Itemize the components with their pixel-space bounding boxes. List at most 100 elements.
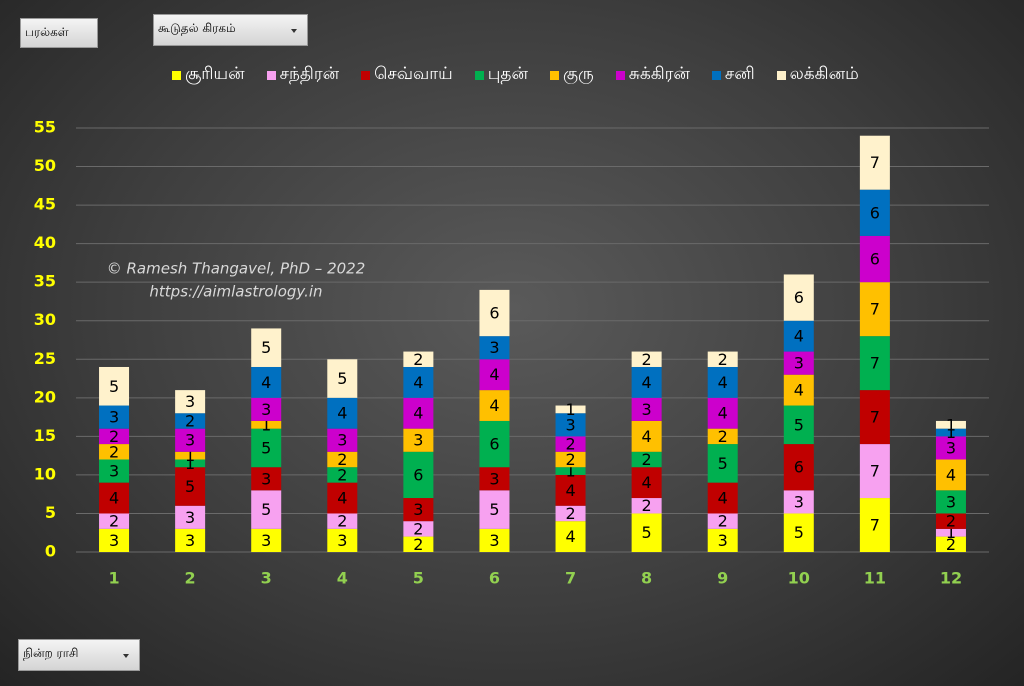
data-label: 2: [565, 435, 575, 454]
bar-segment: [631, 366, 662, 398]
data-label: 3: [185, 392, 195, 411]
legend-item: லக்கினம்: [776, 64, 859, 86]
data-label: 4: [718, 404, 728, 423]
y-tick-label: 10: [34, 464, 56, 483]
y-tick-label: 55: [34, 118, 56, 137]
bar-segment: [935, 513, 966, 529]
data-label: 3: [185, 531, 195, 550]
bar-segment: [859, 336, 890, 391]
legend-label: புதன்: [487, 64, 528, 84]
field-button[interactable]: கூடுதல் கிரகம்: [153, 14, 308, 46]
bar-segment: [479, 390, 510, 421]
field-button[interactable]: நின்ற ராசி: [18, 639, 140, 671]
dropdown-arrow: [291, 29, 297, 33]
data-label: 3: [718, 531, 728, 550]
data-label: 3: [489, 338, 499, 357]
data-label: 3: [794, 492, 804, 511]
x-tick-label: 11: [864, 569, 886, 588]
data-label: 2: [109, 442, 119, 461]
data-label: 5: [261, 338, 271, 357]
data-label: 4: [642, 373, 652, 392]
watermark: https://aimlastrology.in: [149, 283, 322, 301]
data-label: 7: [870, 408, 880, 427]
data-label: 3: [489, 469, 499, 488]
bar-segment: [935, 536, 966, 552]
bar-segment: [327, 397, 358, 429]
data-label: 3: [489, 531, 499, 550]
bar-segment: [935, 459, 966, 491]
bar-segment: [631, 451, 662, 468]
y-tick-label: 50: [34, 156, 56, 175]
bar-segment: [99, 428, 130, 445]
data-label: 5: [185, 477, 195, 496]
data-label: 4: [565, 481, 575, 500]
legend-label: சனி: [724, 64, 755, 84]
bar-segment: [935, 420, 966, 429]
bar-segment: [859, 135, 890, 190]
legend-label: சூரியன்: [185, 64, 245, 84]
data-label: 2: [565, 450, 575, 469]
field-button[interactable]: பரல்கள்: [20, 18, 98, 48]
bar-segment: [327, 359, 358, 398]
legend-label: லக்கினம்: [789, 64, 859, 84]
data-label: 2: [946, 535, 956, 554]
bar-segment: [327, 513, 358, 529]
data-label: 4: [565, 527, 575, 546]
bar-segment: [403, 428, 434, 452]
y-tick-label: 45: [34, 195, 56, 214]
bar-segment: [707, 428, 738, 445]
data-label: 5: [261, 500, 271, 519]
data-label: 4: [489, 365, 499, 384]
bar-segment: [99, 513, 130, 529]
y-tick-label: 5: [45, 503, 56, 522]
data-label: 3: [946, 492, 956, 511]
data-label: 3: [946, 438, 956, 457]
data-label: 6: [870, 203, 880, 222]
data-label: 3: [109, 462, 119, 481]
bar-segment: [783, 444, 814, 491]
bar-segment: [251, 467, 282, 491]
bar-segment: [251, 366, 282, 398]
x-tick-label: 8: [641, 569, 652, 588]
legend-item: புதன்: [474, 64, 528, 86]
bar-segment: [175, 428, 206, 452]
x-tick-label: 1: [108, 569, 119, 588]
data-label: 1: [946, 415, 956, 434]
data-label: 4: [946, 465, 956, 484]
x-tick-label: 5: [413, 569, 424, 588]
bar-segment: [707, 444, 738, 483]
bar-segment: [707, 366, 738, 398]
legend-item: சுக்கிரன்: [615, 64, 690, 86]
bar-segment: [783, 405, 814, 445]
y-tick-label: 25: [34, 349, 56, 368]
data-label: 1: [185, 454, 195, 473]
bar-segment: [707, 513, 738, 529]
data-label: 3: [794, 354, 804, 373]
data-label: 4: [337, 404, 347, 423]
data-label: 5: [718, 454, 728, 473]
data-label: 4: [794, 381, 804, 400]
bar-segment: [175, 505, 206, 529]
bar-segment: [175, 459, 206, 468]
bar-segment: [403, 351, 434, 367]
data-label: 2: [718, 427, 728, 446]
data-label: 4: [413, 373, 423, 392]
bar-segment: [403, 521, 434, 537]
bar-segment: [479, 467, 510, 491]
data-label: 2: [718, 350, 728, 369]
bar-segment: [327, 482, 358, 514]
bar-segment: [555, 436, 586, 452]
bar-segment: [327, 467, 358, 483]
bar-segment: [783, 513, 814, 552]
data-label: 2: [109, 427, 119, 446]
bar-segment: [935, 436, 966, 460]
bar-segment: [783, 274, 814, 321]
x-tick-label: 7: [565, 569, 576, 588]
legend-item: சனி: [711, 64, 755, 86]
y-tick-label: 30: [34, 310, 56, 329]
data-label: 2: [337, 450, 347, 469]
legend: சூரியன் சந்திரன் செவ்வாய் புதன் குரு சுக்கிரன…: [172, 64, 859, 86]
legend-item: சூரியன்: [172, 64, 245, 86]
data-label: 4: [337, 489, 347, 508]
